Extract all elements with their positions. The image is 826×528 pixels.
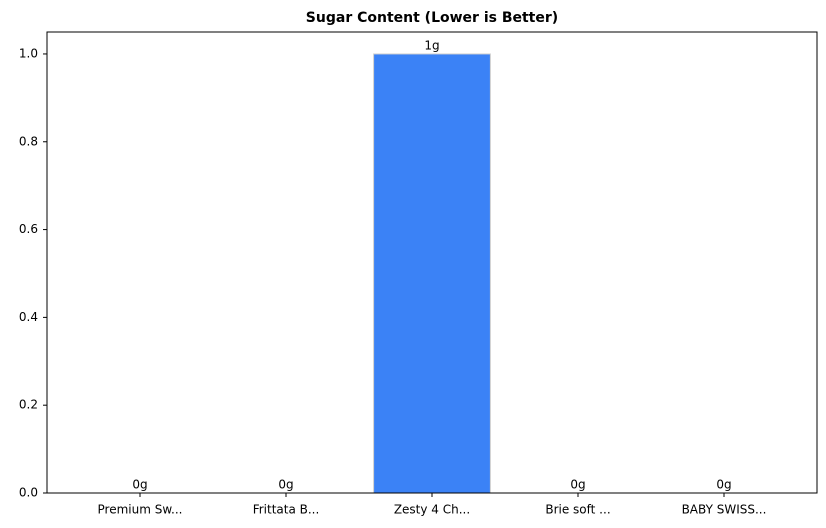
x-tick-label: Frittata B... <box>253 503 320 517</box>
chart-title: Sugar Content (Lower is Better) <box>306 10 558 26</box>
value-label: 0g <box>278 478 293 492</box>
y-tick-label: 1.0 <box>19 46 38 60</box>
x-tick-label: Brie soft ... <box>545 503 610 517</box>
x-tick-label: Zesty 4 Ch... <box>394 503 470 517</box>
value-label: 1g <box>424 38 439 52</box>
value-label: 0g <box>132 478 147 492</box>
plot-frame <box>46 31 818 494</box>
y-tick-label: 0.4 <box>19 310 38 324</box>
y-tick-label: 0.6 <box>19 222 38 236</box>
y-tick-label: 0.0 <box>19 486 38 500</box>
x-tick-label: Premium Sw... <box>98 503 183 517</box>
x-tick-label: BABY SWISS... <box>682 503 767 517</box>
value-label: 0g <box>716 478 731 492</box>
bar <box>373 53 491 494</box>
value-label: 0g <box>570 478 585 492</box>
y-tick-label: 0.8 <box>19 134 38 148</box>
y-tick-label: 0.2 <box>19 398 38 412</box>
